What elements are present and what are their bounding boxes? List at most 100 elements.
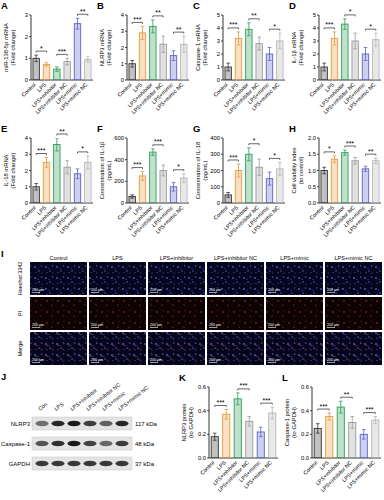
bar-panel: KNLRP3 protein(to GAPDH)0.00.20.40.6Cont… bbox=[179, 372, 278, 493]
y-tick bbox=[29, 170, 31, 171]
y-tick bbox=[125, 138, 127, 139]
y-axis bbox=[127, 138, 128, 203]
y-tick-label: 0 bbox=[25, 77, 28, 83]
x-tick-label: LPS+mimic NC bbox=[250, 204, 280, 234]
blot-strip bbox=[32, 457, 132, 470]
bar-panel: EIL-18 mRNA(Fold change)01234ControlLPSL… bbox=[1, 123, 93, 238]
error-bar bbox=[65, 161, 69, 174]
error-bar bbox=[322, 167, 326, 174]
y-tick-label: 0 bbox=[217, 200, 220, 206]
scale-bar bbox=[209, 327, 217, 328]
panel-letter: D bbox=[289, 0, 296, 11]
micrograph bbox=[207, 262, 264, 295]
y-tick-label: 3 bbox=[25, 151, 28, 157]
blot-band bbox=[116, 441, 129, 447]
scale-bar-label: 200 μm bbox=[150, 358, 162, 362]
scale-bar-label: 200 μm bbox=[209, 323, 221, 327]
bar bbox=[246, 421, 253, 458]
blot-size-label: 48 kDa bbox=[135, 441, 155, 447]
bar-panel: DIL-1β mRNA(Fold change)012345ControlLPS… bbox=[289, 0, 381, 115]
significance-label: *** bbox=[319, 403, 327, 410]
significance-label: * bbox=[177, 163, 180, 170]
y-tick-label: 0.0 bbox=[308, 200, 316, 206]
error-bar bbox=[374, 158, 378, 163]
micrograph bbox=[30, 262, 87, 295]
error-bar bbox=[333, 156, 337, 163]
y-axis-label: Cell viability index bbox=[291, 147, 297, 193]
scale-bar-label: 200 μm bbox=[32, 288, 44, 292]
error-bar bbox=[65, 58, 69, 65]
marks bbox=[33, 138, 91, 203]
blot-band bbox=[68, 461, 81, 467]
error-bar bbox=[343, 19, 347, 29]
error-bar bbox=[247, 148, 251, 161]
significance-label: *** bbox=[346, 140, 354, 147]
scale-bar-label: 200 μm bbox=[268, 288, 280, 292]
scale-bar bbox=[91, 327, 99, 328]
error-bar bbox=[76, 18, 80, 29]
error-bar bbox=[373, 417, 377, 424]
x-tick-label: LPS+mimic NC bbox=[58, 81, 88, 111]
column-label: LPS+inhibitor NC bbox=[214, 255, 257, 261]
panel-letter: I bbox=[1, 248, 4, 259]
significance-label: *** bbox=[133, 161, 141, 168]
significance-label: * bbox=[81, 145, 84, 152]
y-tick-label: 400 bbox=[114, 157, 124, 163]
error-bar bbox=[161, 36, 165, 52]
y-tick bbox=[29, 138, 31, 139]
marks bbox=[129, 20, 187, 80]
y-tick-label: 2 bbox=[313, 51, 316, 57]
x-tick-label: LPS+mimic NC bbox=[346, 459, 376, 489]
y-tick-label: 3 bbox=[25, 12, 28, 18]
error-bar bbox=[182, 36, 186, 52]
scale-bar-label: 200 μm bbox=[32, 323, 44, 327]
scale-bar bbox=[91, 292, 99, 293]
scale-bar bbox=[150, 362, 158, 363]
lane-label: LPS+mimic NC bbox=[117, 384, 150, 411]
error-bar bbox=[327, 413, 331, 420]
significance-label: * bbox=[349, 8, 352, 15]
y-tick-label: 1.0 bbox=[308, 168, 316, 174]
micrograph bbox=[325, 332, 382, 365]
bar-panel: GConcentration of IL-18(pg/mL)0100200300… bbox=[193, 123, 285, 238]
y-tick-label: 1 bbox=[217, 64, 220, 70]
panel-letter: B bbox=[97, 0, 104, 11]
x-tick-label: LPS+mimic NC bbox=[154, 204, 184, 234]
panel-letter: F bbox=[97, 123, 103, 134]
significance-label: * bbox=[273, 152, 276, 159]
blot-strip bbox=[32, 437, 132, 450]
panel-letter: C bbox=[193, 0, 200, 11]
x-tick-label: Control bbox=[212, 81, 229, 98]
y-tick-label: 300 bbox=[210, 151, 220, 157]
x-axis bbox=[31, 203, 93, 204]
y-tick-label: 0 bbox=[121, 200, 124, 206]
panel-letter: K bbox=[179, 372, 186, 383]
bar-panel: AmiR-138-5p mRNA(Fold change)0123Control… bbox=[1, 0, 93, 115]
error-bar bbox=[343, 150, 347, 155]
panel-letter: G bbox=[193, 123, 200, 134]
significance-label: ** bbox=[251, 12, 257, 19]
y-tick bbox=[125, 31, 127, 32]
y-tick-label: 0 bbox=[121, 77, 124, 83]
marks bbox=[211, 393, 276, 458]
row-label: Merge bbox=[17, 341, 23, 356]
significance-label: ** bbox=[368, 148, 374, 155]
significance-label: *** bbox=[365, 406, 373, 413]
significance-label: ** bbox=[176, 26, 182, 33]
y-tick-label: 0 bbox=[217, 77, 220, 83]
y-tick-label: 200 bbox=[114, 178, 124, 184]
error-bar bbox=[76, 169, 80, 179]
y-tick-label: 4 bbox=[217, 25, 221, 31]
y-tick bbox=[125, 80, 127, 81]
error-bar bbox=[141, 172, 145, 181]
y-tick-label: 0.4 bbox=[198, 408, 207, 414]
y-tick bbox=[317, 138, 319, 139]
micrograph bbox=[148, 332, 205, 365]
panel-letter: L bbox=[282, 372, 288, 383]
significance-label: * bbox=[40, 45, 43, 52]
bar-panel: CCaspase-1 mRNA(Fold change)012345Contro… bbox=[193, 0, 285, 115]
y-tick bbox=[221, 28, 223, 29]
error-bar bbox=[45, 158, 49, 168]
error-bar bbox=[86, 156, 90, 169]
significance-label: *** bbox=[229, 154, 237, 161]
